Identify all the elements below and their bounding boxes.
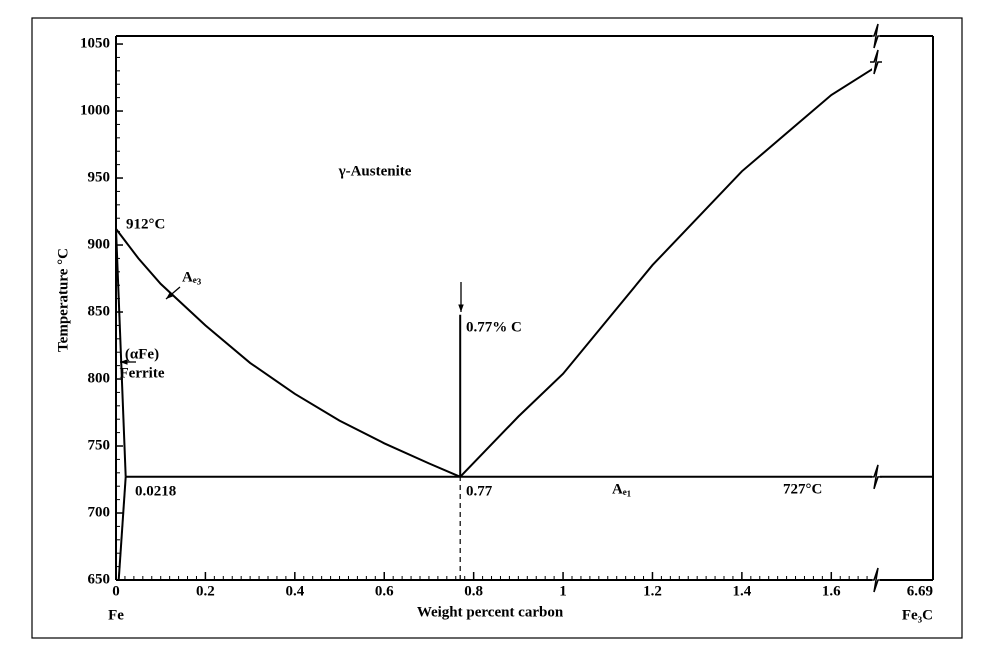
figure-frame: [31, 17, 963, 639]
x-tick-label: 0: [112, 583, 120, 599]
x-tick-label: 6.69: [907, 583, 933, 599]
annotation: 912°C: [126, 216, 165, 232]
axis-break: [870, 23, 882, 49]
y-tick-label: 1000: [80, 102, 110, 118]
annotation: Aₑ₁: [612, 481, 631, 497]
phase-boundary: [115, 228, 461, 478]
x-tick-label: 0.6: [375, 583, 394, 599]
annotation: 0.0218: [135, 483, 176, 499]
axis-break: [870, 464, 882, 490]
y-tick-label: 1050: [80, 35, 110, 51]
arrow-head: [120, 359, 128, 365]
axis-break: [870, 567, 882, 593]
x-tick-label: 1: [559, 583, 567, 599]
x-end-label: Fe₃C: [902, 607, 933, 623]
x-tick-label: 1.4: [733, 583, 752, 599]
x-axis-label: Weight percent carbon: [417, 604, 564, 620]
arrow-head: [166, 292, 174, 299]
annotation: 0.77% C: [466, 319, 522, 335]
annotation: 727°C: [783, 481, 822, 497]
y-tick-label: 800: [88, 370, 111, 386]
y-tick-label: 950: [88, 169, 111, 185]
annotation: (αFe): [125, 346, 159, 362]
y-tick-label: 650: [88, 571, 111, 587]
y-tick-label: 900: [88, 236, 111, 252]
x-tick-label: 0.8: [464, 583, 483, 599]
arrow-head: [458, 304, 464, 312]
annotation: Aₑ₃: [182, 269, 202, 285]
x-tick-label: 1.6: [822, 583, 841, 599]
annotation: γ-Austenite: [338, 163, 412, 179]
axis-break: [870, 49, 882, 75]
y-axis-label: Temperature °C: [55, 248, 71, 352]
phase-boundary: [459, 65, 877, 478]
annotation: Ferrite: [120, 365, 165, 381]
x-tick-label: 0.2: [196, 583, 215, 599]
phase-boundary: [117, 476, 127, 581]
x-tick-label: 1.2: [643, 583, 662, 599]
annotation: 0.77: [466, 483, 493, 499]
y-tick-label: 750: [88, 437, 111, 453]
phase-boundary: [115, 228, 127, 477]
x-end-label: Fe: [108, 607, 124, 623]
x-tick-label: 0.4: [285, 583, 304, 599]
y-tick-label: 850: [88, 303, 111, 319]
y-tick-label: 700: [88, 504, 111, 520]
